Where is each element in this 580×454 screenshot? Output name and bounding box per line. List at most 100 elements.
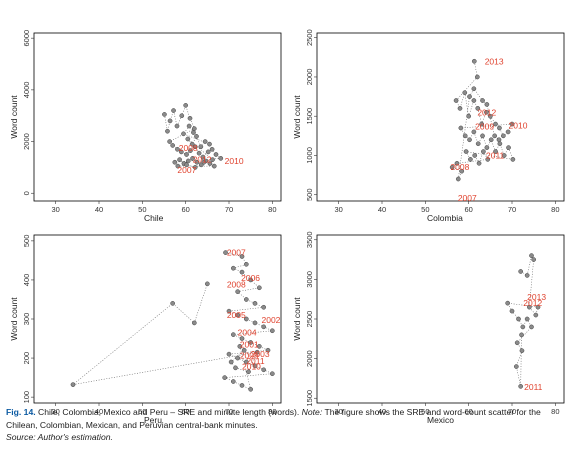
data-point: [256, 285, 262, 291]
data-point: [474, 74, 480, 80]
data-point: [463, 149, 469, 154]
data-point: [509, 121, 515, 127]
x-tick-label: 50: [421, 407, 429, 416]
data-point: [243, 316, 249, 322]
data-point: [228, 359, 234, 365]
data-point: [454, 160, 460, 166]
data-point: [475, 106, 481, 111]
data-point: [533, 312, 539, 318]
data-point: [518, 269, 524, 274]
data-point: [529, 253, 534, 258]
year-label: 2010: [225, 156, 244, 166]
data-point: [471, 86, 477, 92]
x-axis-label: Chile: [144, 213, 164, 223]
year-label: 2013: [527, 292, 546, 302]
data-point: [535, 304, 541, 310]
panel-mexico: 30 40 50 60 70 80 1500 2000 2500 3000 3500 Mexico Wo…: [292, 231, 565, 425]
data-point: [170, 143, 176, 148]
y-tick-label: 100: [22, 391, 31, 404]
caption-title: Chile, Colombia, Mexico and Peru – SRE a…: [38, 407, 300, 417]
data-point: [524, 316, 530, 322]
x-axis-label: Peru: [144, 415, 162, 425]
year-label: 2013: [485, 56, 504, 66]
data-point: [183, 103, 189, 108]
y-tick-label: 2000: [305, 350, 314, 367]
data-point: [202, 139, 208, 144]
data-point: [248, 386, 254, 392]
data-point: [526, 304, 532, 310]
year-label: 2004: [238, 328, 257, 338]
data-point: [222, 375, 228, 380]
connecting-path: [164, 104, 222, 168]
year-label: 2003: [251, 349, 270, 359]
data-point: [207, 141, 212, 147]
data-point: [174, 123, 180, 129]
data-point: [213, 152, 219, 157]
data-point: [194, 134, 199, 139]
x-tick-label: 40: [95, 205, 103, 214]
data-point: [484, 145, 490, 150]
data-point: [218, 156, 224, 161]
data-point: [493, 149, 498, 154]
data-point: [239, 383, 245, 388]
x-tick-label: 30: [334, 407, 342, 416]
y-tick-label: 500: [305, 188, 314, 201]
data-point: [481, 149, 486, 154]
data-point: [261, 367, 267, 373]
data-point: [248, 277, 254, 283]
data-point: [185, 136, 191, 142]
data-point: [265, 347, 271, 353]
y-tick-label: 6000: [22, 30, 31, 47]
plot-frame: [316, 32, 565, 202]
data-point: [480, 133, 485, 139]
data-point: [226, 351, 232, 357]
x-tick-label: 50: [138, 205, 146, 214]
data-point: [235, 312, 241, 318]
data-point: [243, 297, 249, 302]
x-tick-label: 70: [508, 407, 516, 416]
data-point: [524, 273, 530, 278]
data-point: [248, 340, 254, 345]
data-point: [186, 123, 192, 129]
year-label: 2009: [475, 121, 494, 131]
data-point: [210, 157, 215, 162]
y-tick-label: 3500: [305, 231, 314, 248]
data-point: [261, 324, 267, 330]
data-point: [239, 336, 245, 341]
year-label: 2012: [477, 107, 496, 117]
data-point: [198, 144, 204, 150]
connecting-path: [507, 254, 539, 387]
data-point: [519, 348, 525, 354]
x-tick-label: 80: [551, 205, 559, 214]
year-label: 2012: [523, 298, 542, 308]
data-point: [453, 98, 459, 103]
data-point: [70, 382, 76, 387]
data-point: [252, 320, 258, 326]
y-tick-label: 2500: [305, 311, 314, 328]
x-tick-label: 50: [138, 407, 146, 416]
data-point: [230, 332, 236, 337]
data-point: [167, 118, 173, 124]
data-point: [191, 130, 196, 135]
data-point: [252, 301, 258, 306]
data-point: [269, 371, 275, 377]
data-point: [190, 156, 195, 161]
data-point: [518, 384, 524, 389]
data-point: [165, 128, 170, 134]
x-tick-label: 80: [268, 407, 276, 416]
y-tick-label: 1500: [305, 108, 314, 125]
year-label: 2007: [458, 193, 477, 203]
data-point: [171, 108, 176, 113]
y-tick-label: 2000: [305, 69, 314, 86]
year-label: 2007: [227, 248, 246, 258]
y-axis-label: Word count: [292, 95, 302, 139]
data-point: [510, 157, 516, 162]
data-point: [457, 106, 463, 111]
data-point: [497, 125, 502, 131]
data-point: [185, 158, 191, 164]
data-point: [162, 112, 167, 117]
caption-source: Source: Author's estimation.: [6, 432, 113, 442]
data-point: [256, 343, 262, 349]
data-point: [181, 131, 186, 137]
data-point: [178, 149, 184, 155]
